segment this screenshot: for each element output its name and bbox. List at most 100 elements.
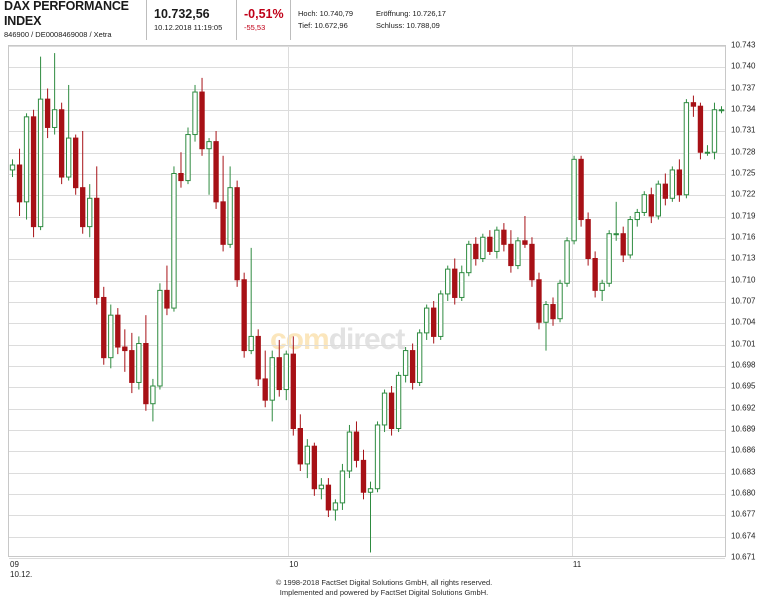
gridline xyxy=(9,515,725,517)
candle-bearish xyxy=(431,301,437,344)
candle-body xyxy=(248,335,254,352)
candle-bearish xyxy=(290,336,296,436)
candle-bullish xyxy=(318,478,325,500)
candle-body xyxy=(269,357,275,401)
candle-bearish xyxy=(94,166,100,305)
candle-body xyxy=(697,105,704,153)
candle-body xyxy=(150,385,156,405)
gridline xyxy=(9,67,725,69)
plot-area[interactable] xyxy=(8,45,726,559)
y-axis-labels: 10.743 10.740 10.737 10.734 10.731 10.728 10.7… xyxy=(727,40,768,562)
candle-body xyxy=(9,164,16,171)
candle-body xyxy=(262,378,268,401)
y-axis-tick-label: 10.686 xyxy=(731,445,756,455)
candle-bullish xyxy=(332,499,339,521)
stats-row-low-close: Tief: 10.672,96 Schluss: 10.788,09 xyxy=(298,20,768,32)
candle-body xyxy=(325,484,332,511)
candle-bearish xyxy=(592,251,598,298)
candle-bearish xyxy=(529,237,535,287)
candle-bearish xyxy=(276,339,282,397)
y-axis-tick-label: 10.743 xyxy=(731,40,756,50)
candle-bearish xyxy=(522,216,528,248)
y-axis-tick-label: 10.674 xyxy=(731,531,756,541)
candle-bearish xyxy=(234,180,240,287)
candle-bearish xyxy=(80,131,86,234)
candle-body xyxy=(206,141,212,150)
candle-body xyxy=(255,335,261,380)
y-axis-tick-label: 10.728 xyxy=(731,147,756,157)
candle-body xyxy=(304,445,311,465)
candle-bearish xyxy=(115,308,121,355)
gridline xyxy=(9,494,725,495)
y-axis-tick-label: 10.701 xyxy=(731,339,756,349)
candle-bullish xyxy=(718,106,725,114)
y-axis-tick-label: 10.692 xyxy=(731,403,756,413)
candle-body xyxy=(388,392,395,429)
candle-bullish xyxy=(423,304,430,340)
candle-body xyxy=(466,243,472,274)
candle-body xyxy=(438,293,444,337)
candle-bullish xyxy=(227,166,233,248)
candle-body xyxy=(543,304,549,323)
change-absolute: -55,53 xyxy=(244,22,266,32)
gridline xyxy=(9,344,725,346)
x-axis-tick-label: 09 xyxy=(10,560,19,569)
candle-body xyxy=(423,307,430,334)
candle-body xyxy=(80,187,86,228)
candle-body xyxy=(501,229,507,245)
gridline xyxy=(9,387,725,389)
candle-body xyxy=(718,109,725,112)
candle-body xyxy=(346,431,353,472)
candle-body xyxy=(23,116,30,203)
candle-bearish xyxy=(360,449,367,500)
candle-body xyxy=(536,279,542,323)
gridline xyxy=(9,302,725,303)
gridline xyxy=(9,451,725,453)
candle-bullish xyxy=(346,424,353,479)
candle-body xyxy=(416,332,423,383)
candle-bullish xyxy=(494,226,500,259)
candle-body xyxy=(409,350,416,383)
candle-body xyxy=(704,151,711,154)
candle-bullish xyxy=(571,155,577,245)
candle-body xyxy=(44,98,51,128)
candle-bearish xyxy=(501,223,507,252)
candle-bearish xyxy=(255,329,261,387)
candle-bullish xyxy=(65,84,72,181)
gridline xyxy=(9,152,725,154)
candlestick-chart[interactable]: comdirect 10.743 10.740 10.737 10.734 10.731… xyxy=(0,40,768,579)
candle-bullish xyxy=(466,240,472,277)
quote-block: 10.732,56 10.12.2018 11:19:05 xyxy=(146,0,236,40)
candle-body xyxy=(283,353,289,391)
y-axis-tick-label: 10.695 xyxy=(731,381,756,391)
candle-bullish xyxy=(283,350,289,401)
candle-bullish xyxy=(150,378,156,422)
candle-body xyxy=(101,296,107,359)
candle-bullish xyxy=(606,230,612,287)
candle-body xyxy=(58,109,65,178)
candle-bullish xyxy=(480,233,486,263)
candle-bullish xyxy=(367,481,374,553)
candle-body xyxy=(122,346,128,352)
candle-bullish xyxy=(23,113,30,220)
candle-bullish xyxy=(655,180,661,220)
candle-body xyxy=(599,282,605,291)
candle-bearish xyxy=(648,187,654,224)
candle-bullish xyxy=(37,56,44,231)
candle-body xyxy=(164,289,170,309)
candle-bearish xyxy=(311,442,318,496)
x-axis-labels: 09 10.12. 10 11 xyxy=(0,558,768,588)
change-block: -0,51% -55,53 xyxy=(236,0,290,40)
candle-body xyxy=(606,233,612,284)
candle-body xyxy=(557,282,563,320)
gridlines xyxy=(9,46,725,559)
candle-bearish xyxy=(30,109,37,238)
candle-body xyxy=(711,109,718,153)
candle-bullish xyxy=(634,208,640,227)
candle-bearish xyxy=(143,315,149,411)
candle-bearish xyxy=(73,134,79,195)
candle-bullish xyxy=(599,279,605,301)
candle-bearish xyxy=(213,131,219,209)
quote-timestamp: 10.12.2018 11:19:05 xyxy=(154,22,223,32)
candle-bullish xyxy=(515,237,521,270)
